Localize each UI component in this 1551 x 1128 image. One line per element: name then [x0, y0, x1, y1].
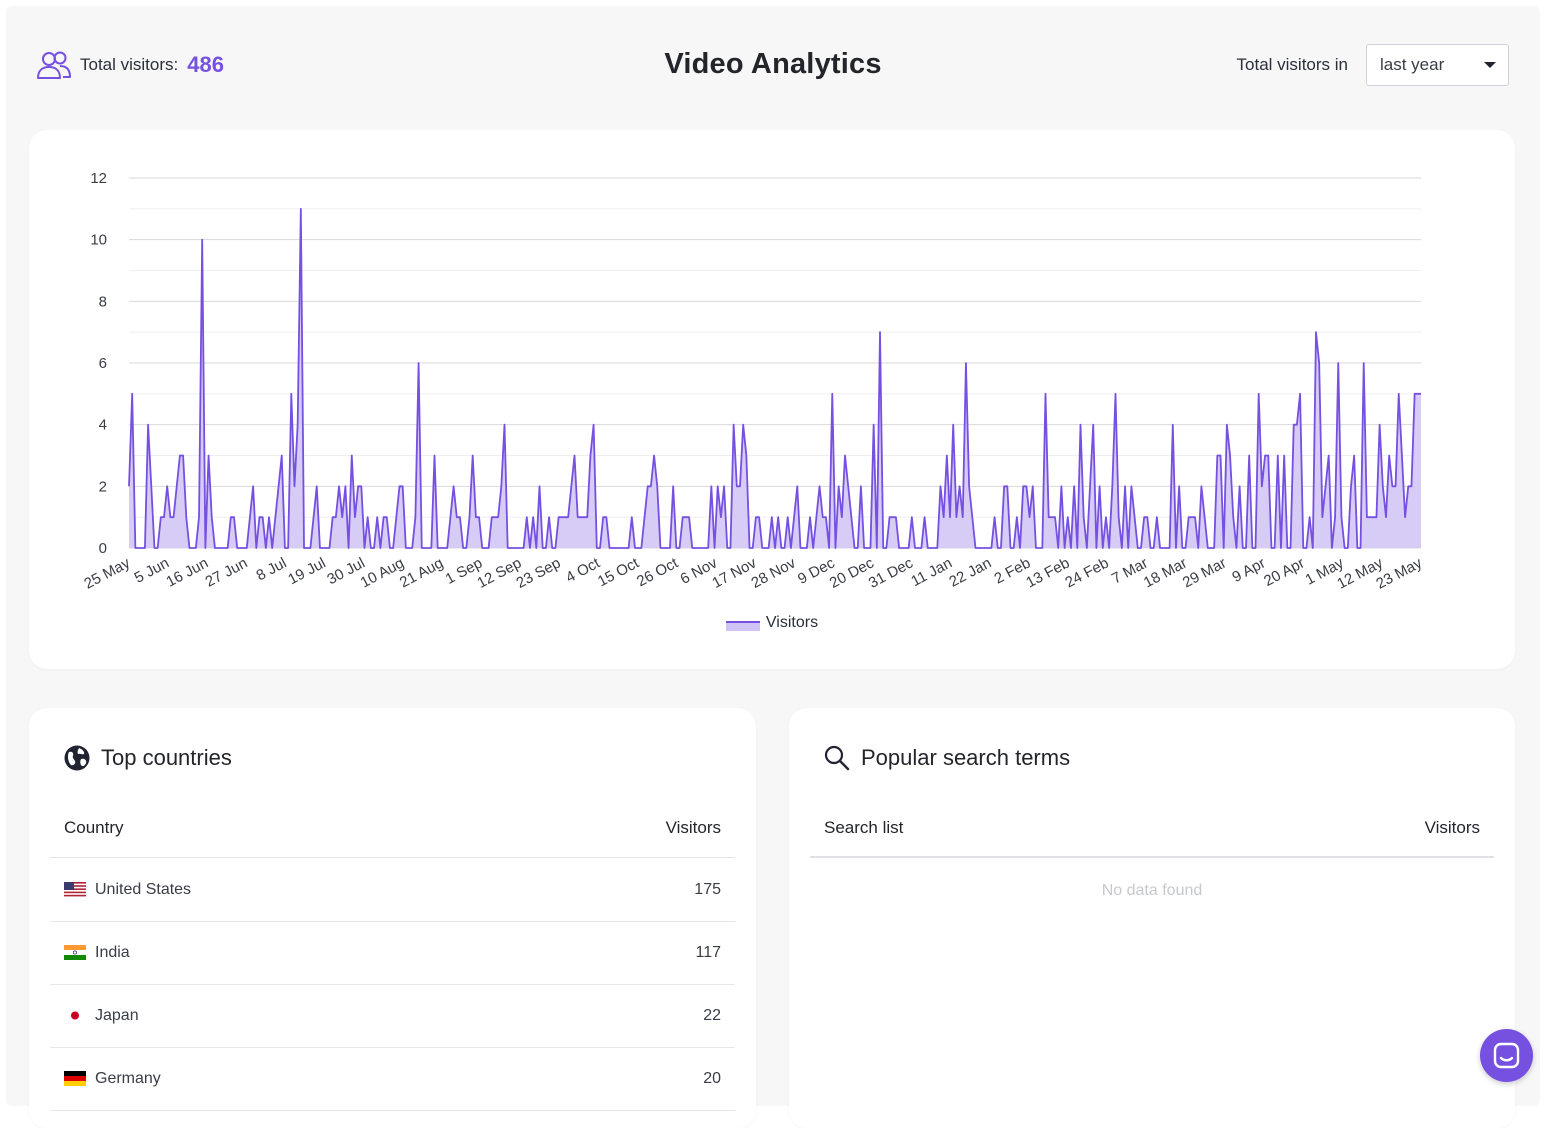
popular-search-heading: Popular search terms [861, 745, 1070, 771]
legend-swatch [726, 621, 760, 631]
y-tick-label: 0 [99, 540, 107, 557]
y-tick-label: 10 [90, 232, 107, 249]
in-flag-icon [64, 945, 86, 960]
popular-search-title: Popular search terms [823, 744, 1070, 772]
header: Total visitors: 486 Video Analytics Tota… [6, 6, 1540, 126]
analytics-page: Total visitors: 486 Video Analytics Tota… [6, 6, 1540, 1106]
country-visitors: 22 [703, 1007, 721, 1025]
jp-flag-icon [64, 1008, 86, 1023]
x-tick-label: 15 Oct [595, 554, 643, 590]
table-row[interactable]: United States 175 [50, 859, 735, 922]
country-visitors: 20 [703, 1070, 721, 1088]
x-tick-label: 13 Feb [1023, 555, 1072, 592]
country-name: Germany [95, 1070, 161, 1088]
range-select[interactable]: last year [1366, 44, 1509, 86]
x-tick-label: 11 Jan [908, 555, 955, 591]
search-icon [823, 744, 851, 772]
table-row[interactable]: India 117 [50, 922, 735, 985]
chevron-down-icon [1484, 62, 1496, 68]
x-tick-label: 8 Jul [254, 555, 290, 585]
country-name: Japan [95, 1007, 139, 1025]
x-tick-label: 29 Mar [1180, 555, 1229, 592]
y-tick-label: 4 [99, 417, 107, 434]
x-tick-label: 27 Jun [203, 555, 251, 591]
table-row[interactable]: Japan 22 [50, 985, 735, 1048]
de-flag-icon [64, 1071, 86, 1086]
y-tick-label: 2 [99, 478, 107, 495]
countries-table-header: Country Visitors [50, 808, 735, 858]
x-tick-label: 23 Sep [514, 555, 564, 592]
popular-search-terms-card: Popular search terms Search list Visitor… [789, 708, 1515, 1128]
x-tick-label: 9 Apr [1229, 555, 1268, 586]
x-tick-label: 10 Aug [358, 555, 407, 592]
top-countries-title: Top countries [63, 744, 232, 772]
x-tick-label: 16 Jun [163, 555, 211, 591]
x-tick-label: 19 Jul [285, 555, 328, 589]
x-tick-label: 23 May [1373, 554, 1425, 592]
x-tick-label: 26 Oct [634, 554, 682, 590]
x-tick-label: 24 Feb [1062, 555, 1111, 592]
us-flag-icon [64, 882, 86, 897]
x-tick-label: 12 Sep [474, 555, 524, 592]
country-column-header: Country [64, 818, 124, 838]
country-visitors: 117 [695, 944, 721, 962]
y-tick-label: 12 [90, 170, 107, 187]
range-select-value: last year [1380, 55, 1444, 74]
chat-icon [1493, 1042, 1520, 1069]
top-countries-card: Top countries Country Visitors United St… [29, 708, 756, 1128]
country-name: United States [95, 881, 191, 899]
country-visitors: 175 [694, 881, 721, 899]
x-tick-label: 31 Dec [866, 554, 916, 592]
x-tick-label: 18 Mar [1141, 555, 1190, 592]
search-table-header: Search list Visitors [810, 808, 1494, 858]
x-tick-label: 28 Nov [749, 554, 799, 592]
series-area [129, 209, 1421, 548]
x-tick-label: 17 Nov [709, 554, 759, 592]
country-name: India [95, 944, 130, 962]
x-tick-label: 20 Apr [1261, 555, 1307, 590]
table-row[interactable]: Germany 20 [50, 1048, 735, 1111]
legend-label: Visitors [766, 614, 818, 632]
search-visitors-column-header: Visitors [1425, 818, 1480, 838]
search-list-column-header: Search list [824, 818, 903, 838]
chart-legend[interactable]: Visitors [29, 614, 1515, 632]
globe-icon [63, 744, 91, 772]
top-countries-heading: Top countries [101, 745, 232, 771]
y-tick-label: 6 [99, 355, 107, 372]
chat-button[interactable] [1480, 1029, 1533, 1082]
visitors-column-header: Visitors [666, 818, 721, 838]
x-tick-label: 25 May [81, 554, 133, 592]
range-label: Total visitors in [1237, 55, 1348, 75]
x-tick-label: 21 Aug [397, 555, 446, 592]
x-tick-label: 20 Dec [827, 554, 877, 592]
x-tick-label: 22 Jan [946, 555, 994, 591]
y-tick-label: 8 [99, 293, 107, 310]
no-data-message: No data found [789, 882, 1515, 900]
